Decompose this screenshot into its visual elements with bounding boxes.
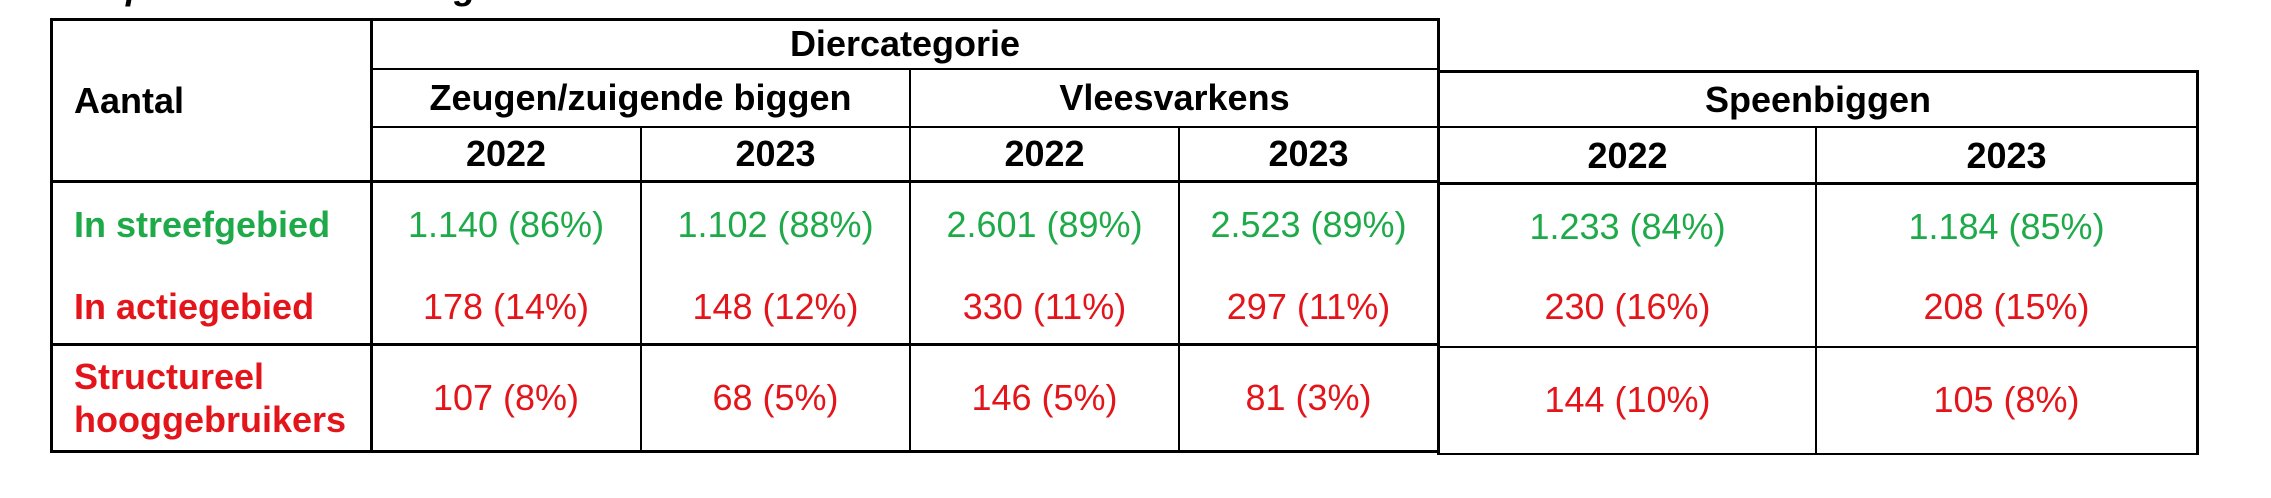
- line-above-structureel-left: [50, 343, 1440, 346]
- table-cell: 2.601 (89%): [946, 204, 1143, 246]
- table-cell: 178 (14%): [422, 286, 590, 328]
- table-cell: 208 (15%): [1923, 286, 2090, 328]
- table-cell: 297 (11%): [1226, 286, 1391, 328]
- category-speenbiggen: Speenbiggen: [1704, 78, 1932, 120]
- table-cell: 107 (8%): [432, 377, 580, 419]
- table-cell: 1.184 (85%): [1908, 206, 2105, 248]
- year-header: 2023: [735, 133, 816, 175]
- border-top-left: [50, 18, 1440, 21]
- table-cell: 105 (8%): [1933, 379, 2080, 421]
- row-label-streefgebied: In streefgebied: [74, 204, 331, 246]
- row-label-structureel: Structureel hooggebruikers: [52, 346, 370, 450]
- row-header-title: Aantal: [74, 79, 185, 121]
- category-zeugen: Zeugen/zuigende biggen: [429, 77, 852, 119]
- header-bottom-right: [1438, 182, 2199, 185]
- vline-4: [1178, 128, 1180, 453]
- category-vleesvarkens: Vleesvarkens: [1059, 77, 1290, 119]
- table-cell: 330 (11%): [962, 286, 1127, 328]
- table-cell: 2.523 (89%): [1210, 204, 1407, 246]
- line-under-group: [370, 68, 1440, 70]
- vline-6: [1815, 128, 1817, 455]
- vline-3: [909, 70, 911, 453]
- row-label-line: Structureel: [74, 355, 265, 397]
- table-cell: 1.140 (86%): [407, 204, 605, 246]
- table-cell: 1.233 (84%): [1529, 206, 1726, 248]
- header-bottom-left: [50, 180, 1440, 183]
- border-bottom-right: [1438, 453, 2199, 455]
- table-cell: 148 (12%): [692, 286, 859, 328]
- table-cell: 230 (16%): [1544, 286, 1711, 328]
- border-left: [50, 18, 53, 453]
- table-caption: en op basis van de Diergeneesmiddelen-da…: [52, 0, 914, 8]
- table-cell: 81 (3%): [1245, 377, 1372, 419]
- year-header: 2023: [1966, 135, 2047, 177]
- year-header: 2022: [465, 133, 547, 175]
- border-right: [2196, 70, 2199, 455]
- table-cell: 146 (5%): [971, 377, 1118, 419]
- line-under-categories-right: [1438, 126, 2199, 128]
- year-header: 2023: [1268, 133, 1349, 175]
- row-label-actiegebied: In actiegebied: [74, 286, 315, 328]
- table-cell: 1.102 (88%): [677, 204, 874, 246]
- border-top-right: [1438, 70, 2199, 73]
- group-title: Diercategorie: [789, 23, 1021, 65]
- vline-2: [640, 128, 642, 453]
- table-cell: 144 (10%): [1544, 379, 1711, 421]
- vline-1: [370, 18, 373, 453]
- row-label-line: hooggebruikers: [74, 399, 347, 440]
- border-bottom-left: [50, 450, 1440, 453]
- line-under-categories-left: [370, 126, 1440, 128]
- year-header: 2022: [1004, 133, 1085, 175]
- vline-5: [1437, 18, 1440, 455]
- year-header: 2022: [1587, 135, 1668, 177]
- table-cell: 68 (5%): [712, 377, 839, 419]
- line-above-structureel-right: [1438, 346, 2199, 348]
